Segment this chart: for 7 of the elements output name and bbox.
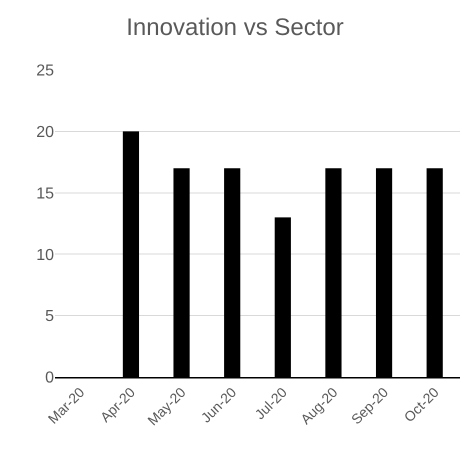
y-tick-label: 15 — [36, 185, 54, 202]
y-tick-label: 25 — [36, 62, 54, 80]
chart-title: Innovation vs Sector — [126, 14, 344, 41]
y-tick-label: 20 — [36, 124, 54, 141]
y-tick-label: 5 — [45, 308, 54, 326]
y-tick-label: 0 — [45, 370, 54, 387]
y-tick-label: 10 — [36, 246, 54, 264]
